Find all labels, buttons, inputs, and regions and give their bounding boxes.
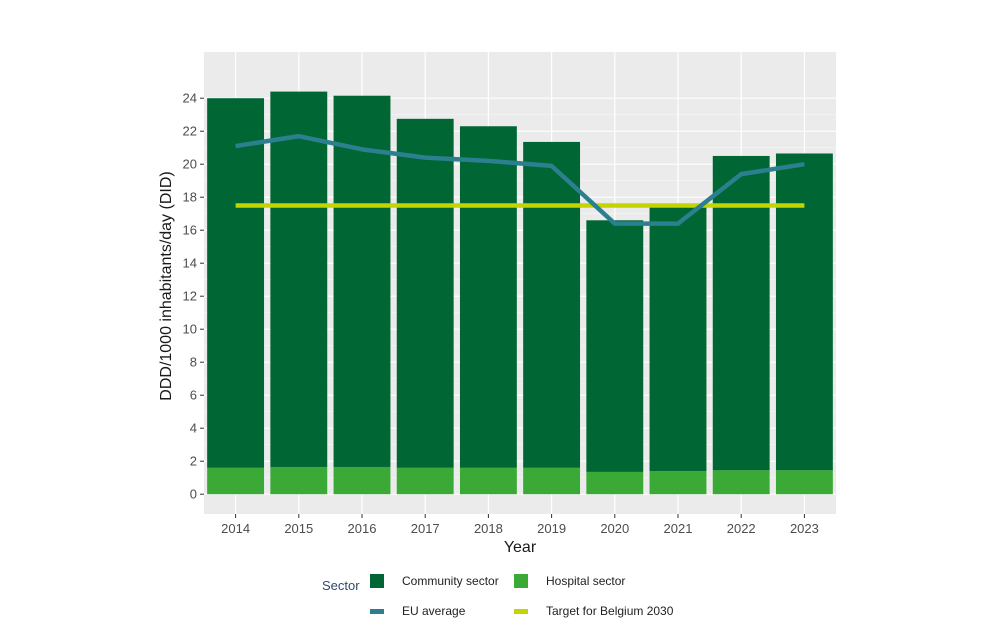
bar-community-sector-2018 xyxy=(459,126,517,468)
y-tick-label: 4 xyxy=(190,421,197,436)
legend-label-community: Community sector xyxy=(402,574,499,588)
legend-key-hospital xyxy=(514,574,528,588)
y-tick-label: 16 xyxy=(183,223,197,238)
line-eu-average xyxy=(235,133,805,226)
y-tick-label: 0 xyxy=(190,487,197,502)
legend-key-eu-average xyxy=(370,608,384,614)
bar-hospital-sector-2017 xyxy=(396,467,454,495)
legend-item-hospital: Hospital sector xyxy=(514,574,625,588)
y-tick-label: 24 xyxy=(183,91,197,106)
bar-hospital-sector-2016 xyxy=(333,466,391,495)
lines xyxy=(235,133,805,226)
bar-community-sector-2021 xyxy=(649,207,707,472)
y-tick-label: 8 xyxy=(190,355,197,370)
bar-community-sector-2022 xyxy=(712,155,770,471)
bar-community-sector-2016 xyxy=(333,95,391,467)
y-tick-label: 22 xyxy=(183,124,197,139)
x-tick-label: 2022 xyxy=(727,521,756,536)
y-tick-label: 18 xyxy=(183,190,197,205)
bar-community-sector-2014 xyxy=(207,98,265,468)
legend-key-community xyxy=(370,574,384,588)
y-tick-label: 10 xyxy=(183,322,197,337)
bar-community-sector-2015 xyxy=(270,91,328,467)
x-tick-label: 2015 xyxy=(284,521,313,536)
legend-label-target: Target for Belgium 2030 xyxy=(546,604,674,618)
legend-key-target xyxy=(514,608,528,614)
bar-hospital-sector-2015 xyxy=(270,466,328,495)
x-axis-title: Year xyxy=(504,539,537,556)
x-tick-label: 2019 xyxy=(537,521,566,536)
bar-hospital-sector-2023 xyxy=(775,470,833,495)
bars xyxy=(207,91,833,495)
y-axis-title: DDD/1000 inhabitants/day (DID) xyxy=(158,171,175,400)
y-tick-label: 20 xyxy=(183,157,197,172)
x-axis: 2014 2015 2016 2017 2018 2019 2020 2021 2022 2023 xyxy=(221,514,819,536)
legend-label-hospital: Hospital sector xyxy=(546,574,626,588)
x-tick-label: 2014 xyxy=(221,521,250,536)
legend: Sector Community sector Hospital sector … xyxy=(320,572,740,628)
x-tick-label: 2018 xyxy=(474,521,503,536)
legend-item-community: Community sector xyxy=(370,574,499,588)
bar-hospital-sector-2019 xyxy=(523,467,581,495)
x-tick-label: 2017 xyxy=(411,521,440,536)
x-tick-label: 2023 xyxy=(790,521,819,536)
x-tick-label: 2020 xyxy=(600,521,629,536)
x-tick-label: 2021 xyxy=(664,521,693,536)
bar-hospital-sector-2014 xyxy=(207,467,265,495)
y-tick-label: 2 xyxy=(190,454,197,469)
bar-community-sector-2019 xyxy=(523,141,581,468)
x-tick-label: 2016 xyxy=(348,521,377,536)
bar-hospital-sector-2018 xyxy=(459,467,517,495)
bar-community-sector-2023 xyxy=(775,153,833,471)
legend-title: Sector xyxy=(322,578,360,593)
bar-community-sector-2020 xyxy=(586,220,644,472)
bar-hospital-sector-2021 xyxy=(649,471,707,495)
bar-hospital-sector-2022 xyxy=(712,470,770,495)
legend-item-eu-average: EU average xyxy=(370,604,465,618)
y-tick-label: 6 xyxy=(190,388,197,403)
bar-community-sector-2017 xyxy=(396,118,454,468)
legend-label-eu-average: EU average xyxy=(402,604,466,618)
bar-hospital-sector-2020 xyxy=(586,471,644,495)
y-tick-label: 14 xyxy=(183,256,197,271)
y-tick-label: 12 xyxy=(183,289,197,304)
legend-item-target: Target for Belgium 2030 xyxy=(514,604,673,618)
